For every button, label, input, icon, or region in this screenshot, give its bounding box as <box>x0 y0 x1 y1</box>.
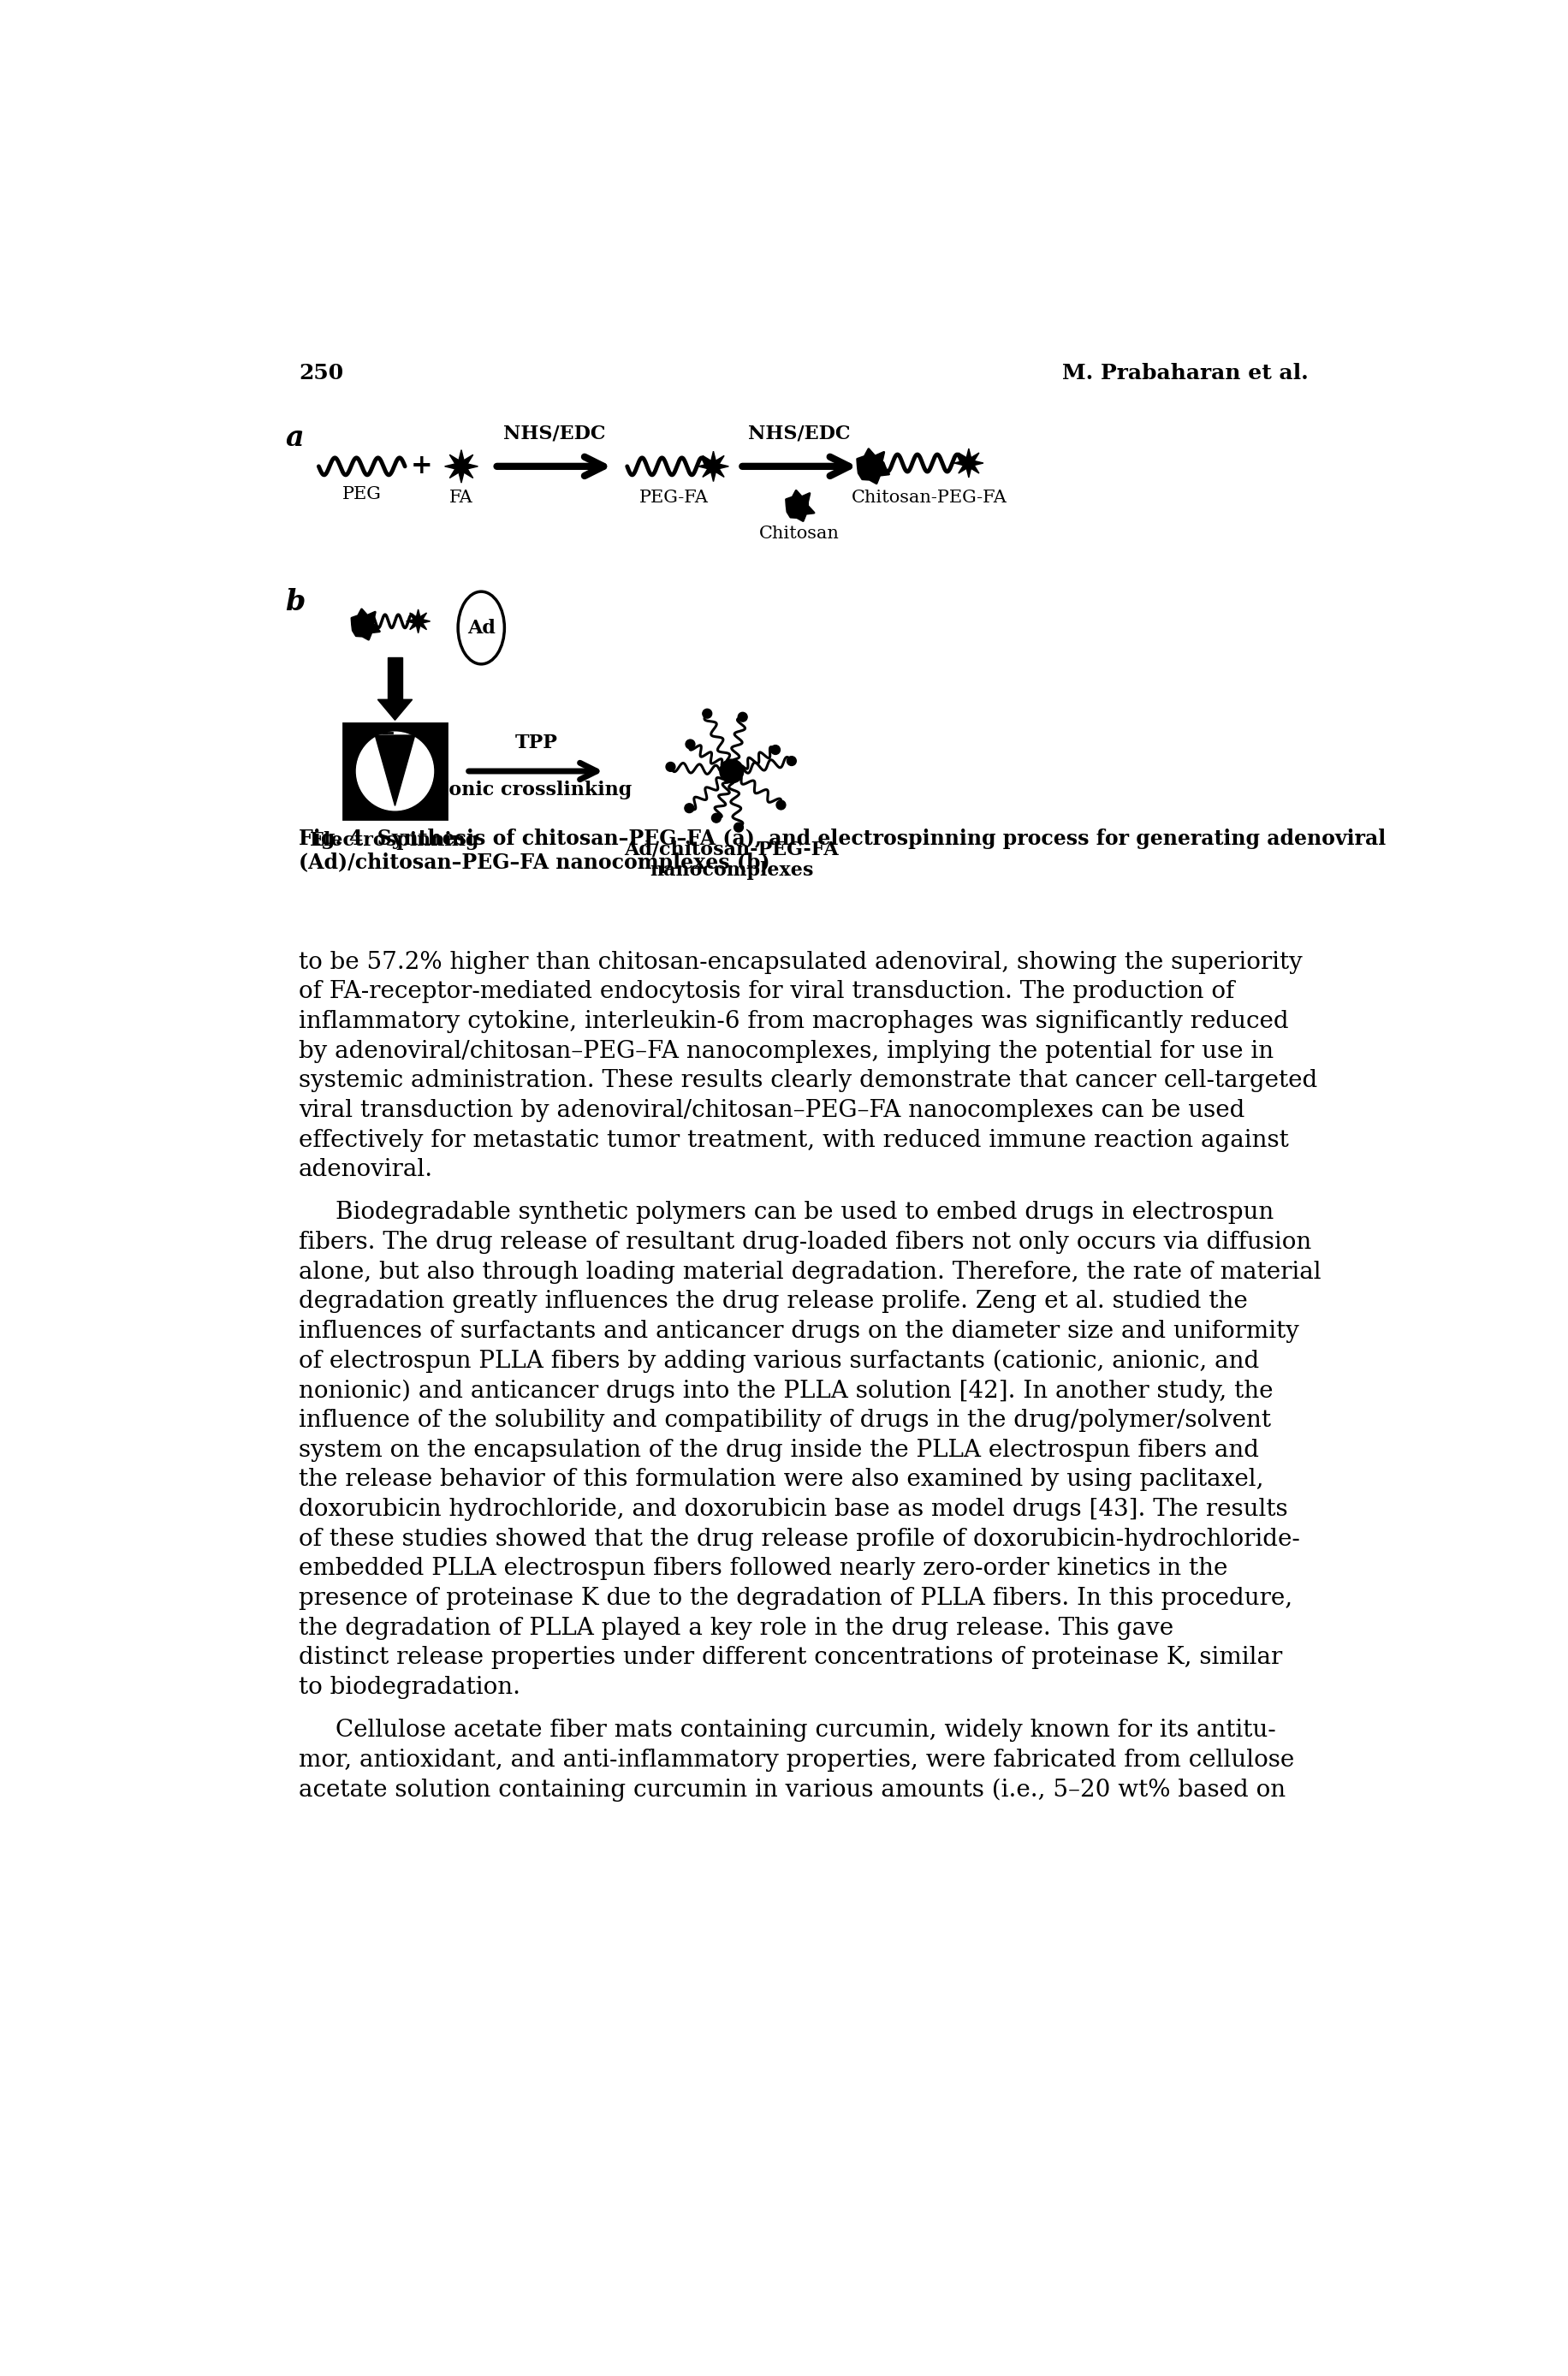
Text: Ad: Ad <box>467 618 495 637</box>
Circle shape <box>739 713 748 722</box>
Text: fibers. The drug release of resultant drug-loaded fibers not only occurs via dif: fibers. The drug release of resultant dr… <box>299 1231 1311 1255</box>
Text: NHS/EDC: NHS/EDC <box>503 425 605 444</box>
Text: system on the encapsulation of the drug inside the PLLA electrospun fibers and: system on the encapsulation of the drug … <box>299 1437 1259 1461</box>
Text: NHS/EDC: NHS/EDC <box>748 425 851 444</box>
Ellipse shape <box>458 592 505 663</box>
Text: of these studies showed that the drug release profile of doxorubicin-hydrochlori: of these studies showed that the drug re… <box>299 1528 1300 1552</box>
Circle shape <box>685 739 695 748</box>
Circle shape <box>702 708 712 718</box>
Text: Biodegradable synthetic polymers can be used to embed drugs in electrospun: Biodegradable synthetic polymers can be … <box>336 1202 1273 1224</box>
Circle shape <box>712 813 721 822</box>
Polygon shape <box>858 449 889 482</box>
Text: degradation greatly influences the drug release prolife. Zeng et al. studied the: degradation greatly influences the drug … <box>299 1290 1248 1314</box>
Text: PEG-FA: PEG-FA <box>638 489 709 506</box>
Polygon shape <box>445 449 478 482</box>
Text: systemic administration. These results clearly demonstrate that cancer cell-targ: systemic administration. These results c… <box>299 1069 1317 1093</box>
Text: of FA-receptor-mediated endocytosis for viral transduction. The production of: of FA-receptor-mediated endocytosis for … <box>299 981 1234 1003</box>
Text: acetate solution containing curcumin in various amounts (i.e., 5–20 wt% based on: acetate solution containing curcumin in … <box>299 1777 1286 1801</box>
Text: the degradation of PLLA played a key role in the drug release. This gave: the degradation of PLLA played a key rol… <box>299 1616 1173 1639</box>
Polygon shape <box>351 608 379 639</box>
Text: a: a <box>285 423 304 451</box>
Text: TPP: TPP <box>514 734 557 753</box>
Polygon shape <box>698 451 729 482</box>
FancyBboxPatch shape <box>343 722 447 820</box>
Text: to be 57.2% higher than chitosan-encapsulated adenoviral, showing the superiorit: to be 57.2% higher than chitosan-encapsu… <box>299 950 1303 974</box>
Circle shape <box>685 803 695 813</box>
Text: b: b <box>285 589 306 615</box>
Ellipse shape <box>356 732 433 810</box>
Text: Ad/chitosan-PEG-FA: Ad/chitosan-PEG-FA <box>624 841 839 860</box>
Polygon shape <box>378 699 412 720</box>
Text: of electrospun PLLA fibers by adding various surfactants (cationic, anionic, and: of electrospun PLLA fibers by adding var… <box>299 1350 1259 1373</box>
Text: 250: 250 <box>299 364 343 383</box>
Circle shape <box>776 801 786 810</box>
Text: mor, antioxidant, and anti-inflammatory properties, were fabricated from cellulo: mor, antioxidant, and anti-inflammatory … <box>299 1749 1295 1772</box>
Polygon shape <box>387 658 403 699</box>
Text: Cellulose acetate fiber mats containing curcumin, widely known for its antitu-: Cellulose acetate fiber mats containing … <box>336 1718 1276 1742</box>
Text: nonionic) and anticancer drugs into the PLLA solution [42]. In another study, th: nonionic) and anticancer drugs into the … <box>299 1378 1273 1402</box>
Circle shape <box>666 763 676 772</box>
Text: the release behavior of this formulation were also examined by using paclitaxel,: the release behavior of this formulation… <box>299 1468 1264 1492</box>
Circle shape <box>771 746 781 756</box>
Circle shape <box>734 822 743 832</box>
Text: Fig. 4  Synthesis of chitosan–PEG–FA (a), and electrospinning process for genera: Fig. 4 Synthesis of chitosan–PEG–FA (a),… <box>299 829 1386 872</box>
Polygon shape <box>406 608 430 632</box>
Text: Chitosan-PEG-FA: Chitosan-PEG-FA <box>851 489 1007 506</box>
Text: inflammatory cytokine, interleukin-6 from macrophages was significantly reduced: inflammatory cytokine, interleukin-6 fro… <box>299 1010 1289 1034</box>
Text: distinct release properties under different concentrations of proteinase K, simi: distinct release properties under differ… <box>299 1647 1283 1670</box>
Text: adenoviral.: adenoviral. <box>299 1159 433 1181</box>
Text: +: + <box>411 454 433 480</box>
Polygon shape <box>955 449 983 478</box>
Text: nanocomplexes: nanocomplexes <box>649 862 814 879</box>
Text: influences of surfactants and anticancer drugs on the diameter size and uniformi: influences of surfactants and anticancer… <box>299 1319 1300 1342</box>
Text: by adenoviral/chitosan–PEG–FA nanocomplexes, implying the potential for use in: by adenoviral/chitosan–PEG–FA nanocomple… <box>299 1041 1273 1062</box>
Text: Chitosan: Chitosan <box>759 525 840 542</box>
Text: viral transduction by adenoviral/chitosan–PEG–FA nanocomplexes can be used: viral transduction by adenoviral/chitosa… <box>299 1100 1245 1121</box>
Circle shape <box>720 760 743 784</box>
Text: to biodegradation.: to biodegradation. <box>299 1675 521 1699</box>
Text: presence of proteinase K due to the degradation of PLLA fibers. In this procedur: presence of proteinase K due to the degr… <box>299 1587 1292 1611</box>
Text: M. Prabaharan et al.: M. Prabaharan et al. <box>1062 364 1308 383</box>
Text: Electrospinning: Electrospinning <box>310 832 480 851</box>
Text: PEG: PEG <box>342 487 381 501</box>
Text: influence of the solubility and compatibility of drugs in the drug/polymer/solve: influence of the solubility and compatib… <box>299 1409 1272 1433</box>
Text: FA: FA <box>450 489 474 506</box>
Polygon shape <box>375 734 416 805</box>
Circle shape <box>787 756 797 765</box>
Text: embedded PLLA electrospun fibers followed nearly zero-order kinetics in the: embedded PLLA electrospun fibers followe… <box>299 1556 1228 1580</box>
Text: doxorubicin hydrochloride, and doxorubicin base as model drugs [43]. The results: doxorubicin hydrochloride, and doxorubic… <box>299 1497 1287 1521</box>
Text: effectively for metastatic tumor treatment, with reduced immune reaction against: effectively for metastatic tumor treatme… <box>299 1129 1289 1152</box>
Text: alone, but also through loading material degradation. Therefore, the rate of mat: alone, but also through loading material… <box>299 1262 1322 1283</box>
Polygon shape <box>786 492 814 520</box>
Text: Ionic crosslinking: Ionic crosslinking <box>441 779 632 798</box>
